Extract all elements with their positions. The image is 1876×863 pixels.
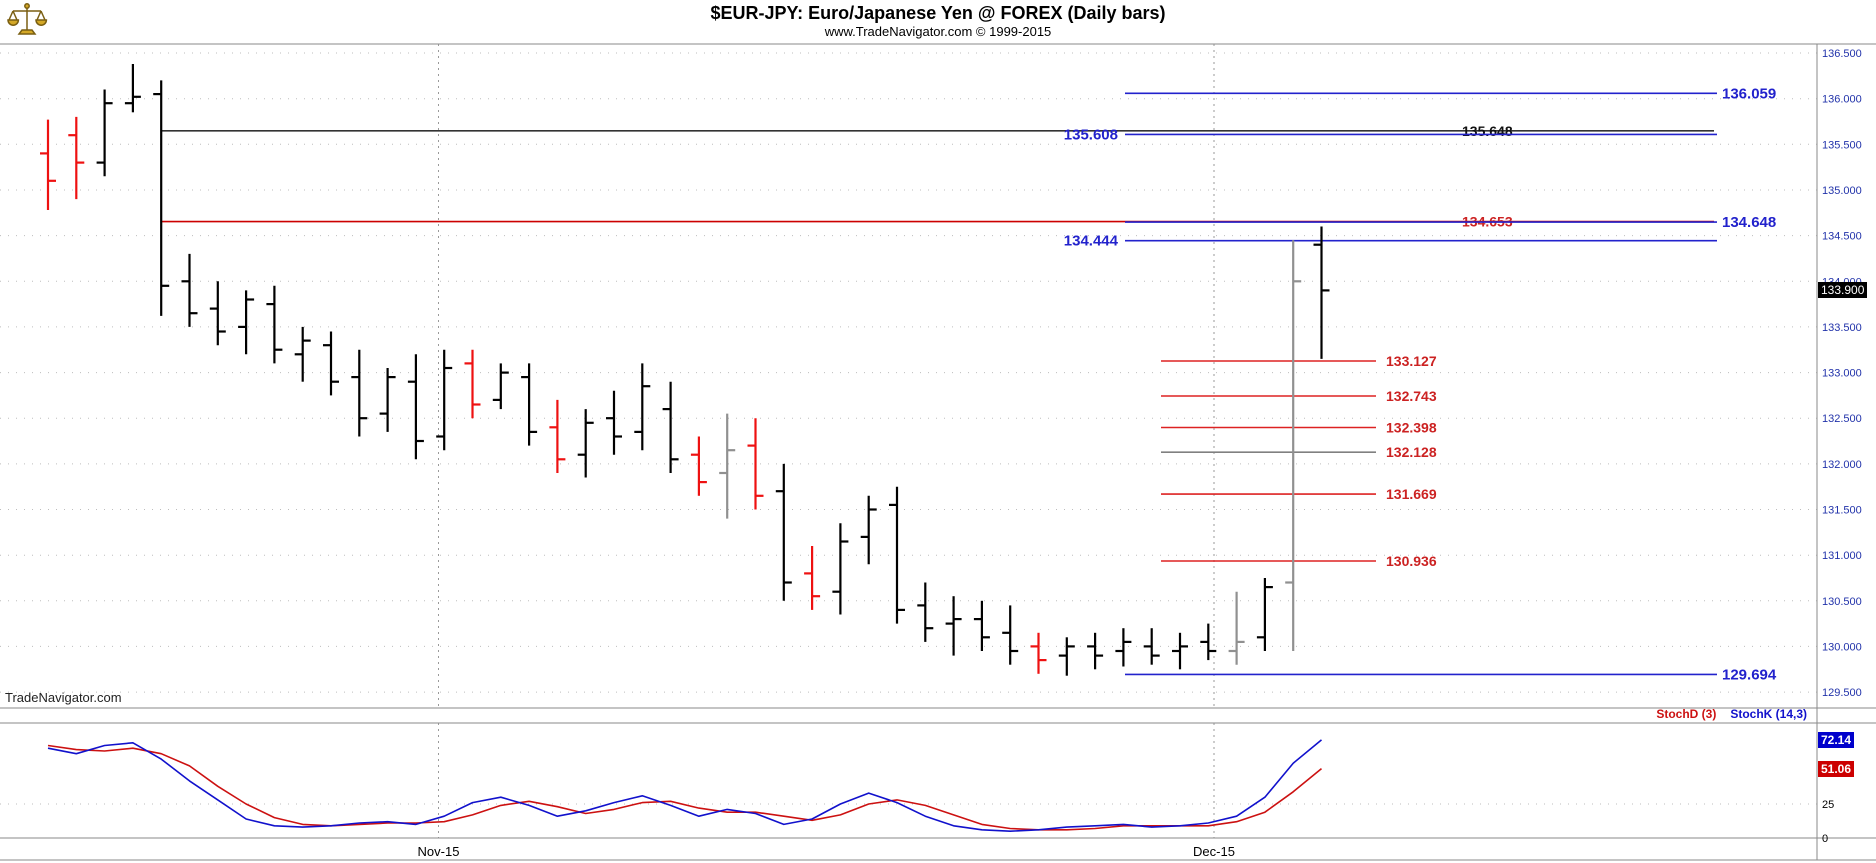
price-axis-label: 132.000 [1822,459,1862,471]
price-level-label: 136.059 [1722,85,1776,102]
price-axis-label: 136.500 [1822,48,1862,60]
stoch-d-line [47,744,1323,831]
stoch-axis-label: 25 [1822,799,1834,811]
price-level-label: 132.398 [1386,420,1437,436]
date-axis-label: Dec-15 [1193,844,1235,859]
price-axis-label: 130.000 [1822,641,1862,653]
price-level-label: 132.128 [1386,444,1437,460]
price-axis-label: 133.500 [1822,322,1862,334]
stoch-d-legend-label: StochD (3) [1656,707,1717,721]
chart-subtitle: www.TradeNavigator.com © 1999-2015 [824,24,1052,39]
price-level-label: 130.936 [1386,553,1437,569]
price-axis-label: 135.500 [1822,139,1862,151]
gold-scales-icon [7,3,48,35]
price-level-label: 131.669 [1386,486,1437,502]
stoch-k-legend-label: StochK (14,3) [1730,707,1807,721]
price-axis-label: 131.000 [1822,550,1862,562]
price-axis-label: 129.500 [1822,687,1862,699]
price-axis-label: 135.000 [1822,185,1862,197]
price-level-label: 129.694 [1722,666,1777,683]
price-level-label: 135.608 [1064,126,1118,143]
price-axis-label: 136.000 [1822,94,1862,106]
chart-title: $EUR-JPY: Euro/Japanese Yen @ FOREX (Dai… [710,3,1166,23]
current-price-badge: 133.900 [1818,282,1868,298]
price-axis-label: 131.500 [1822,505,1862,517]
price-axis-label: 134.500 [1822,231,1862,243]
price-axis-label: 132.500 [1822,413,1862,425]
price-level-label: 134.444 [1064,233,1119,250]
price-axis-label: 133.000 [1822,368,1862,380]
price-level-label: 133.127 [1386,353,1437,369]
price-level-label: 134.648 [1722,214,1776,231]
stoch-k-line [47,739,1323,833]
stoch-legend: StochD (3) StochK (14,3) [1656,707,1807,721]
stoch-d-value-badge: 51.06 [1818,761,1855,777]
stoch-k-value-badge: 72.14 [1818,732,1855,748]
price-level-label: 132.743 [1386,388,1437,404]
price-axis-label: 130.500 [1822,596,1862,608]
price-level-label: 135.648 [1462,123,1513,139]
date-axis-label: Nov-15 [418,844,460,859]
watermark: TradeNavigator.com [5,690,122,705]
stoch-axis-label: 0 [1822,833,1828,845]
